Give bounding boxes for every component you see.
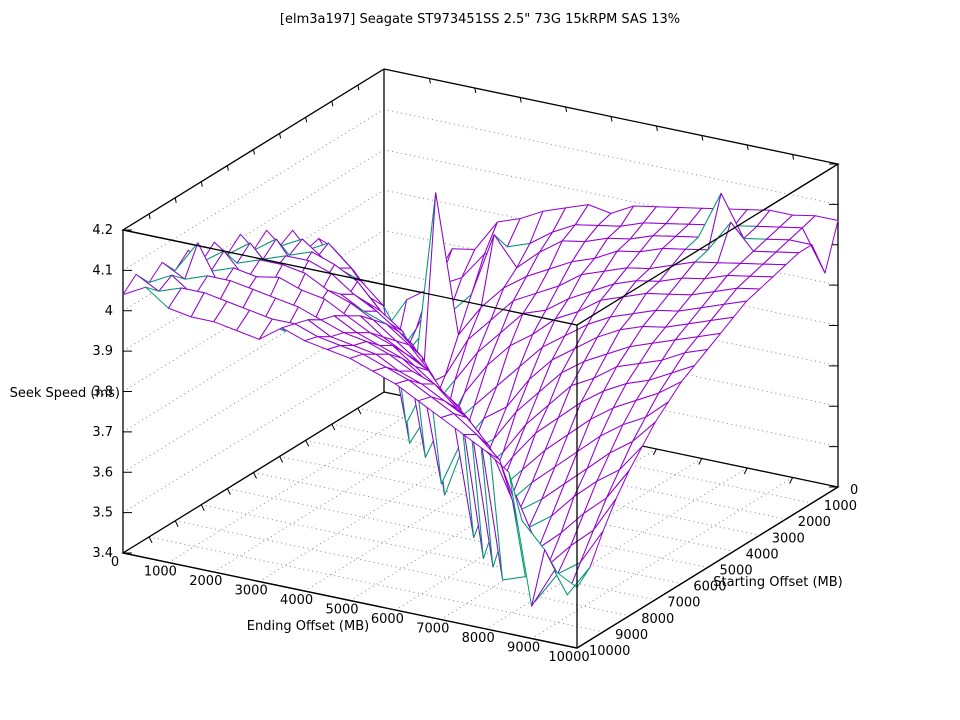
z-axis-title: Seek Speed (ms) — [10, 386, 120, 401]
chart-title: [elm3a197] Seagate ST973451SS 2.5" 73G 1… — [279, 12, 681, 27]
z-tick-label: 4.2 — [92, 223, 113, 238]
x-tick-label: 6000 — [371, 612, 404, 627]
x-tick-label: 4000 — [280, 593, 313, 608]
axis-tick-labels: 3.43.53.63.73.83.944.14.2010002000300040… — [92, 223, 858, 665]
z-tick-label: 3.4 — [92, 546, 113, 561]
x-tick-label: 3000 — [235, 584, 268, 599]
x-tick-label: 7000 — [416, 622, 449, 637]
x-tick-label: 2000 — [189, 574, 222, 589]
z-tick-label: 3.6 — [92, 465, 113, 480]
y-tick-label: 1000 — [824, 499, 857, 514]
axis-titles: Ending Offset (MB) Starting Offset (MB) Se… — [10, 386, 843, 634]
z-tick-label: 3.5 — [92, 506, 113, 521]
surface-mesh — [122, 192, 839, 607]
y-axis-title: Starting Offset (MB) — [713, 575, 842, 590]
z-tick-label: 3.7 — [92, 425, 113, 440]
y-tick-label: 3000 — [772, 531, 805, 546]
y-tick-label: 8000 — [641, 612, 674, 627]
y-tick-label: 5000 — [720, 564, 753, 579]
y-tick-label: 9000 — [615, 628, 648, 643]
y-tick-label: 4000 — [746, 547, 779, 562]
y-tick-label: 6000 — [693, 580, 726, 595]
y-tick-label: 10000 — [589, 644, 630, 659]
y-tick-label: 7000 — [667, 596, 700, 611]
z-tick-label: 3.8 — [92, 385, 113, 400]
x-tick-label: 1000 — [144, 565, 177, 580]
y-tick-label: 0 — [850, 483, 858, 498]
x-tick-label: 8000 — [462, 631, 495, 646]
z-tick-label: 4.1 — [92, 263, 113, 278]
front-box-edges — [122, 163, 839, 649]
x-tick-label: 5000 — [325, 603, 358, 618]
y-tick-label: 2000 — [798, 515, 831, 530]
x-axis-title: Ending Offset (MB) — [247, 619, 369, 634]
z-tick-label: 3.9 — [92, 344, 113, 359]
x-tick-label: 9000 — [507, 641, 540, 656]
z-tick-label: 4 — [105, 304, 113, 319]
x-tick-label: 0 — [111, 555, 119, 570]
x-tick-label: 10000 — [548, 650, 589, 665]
